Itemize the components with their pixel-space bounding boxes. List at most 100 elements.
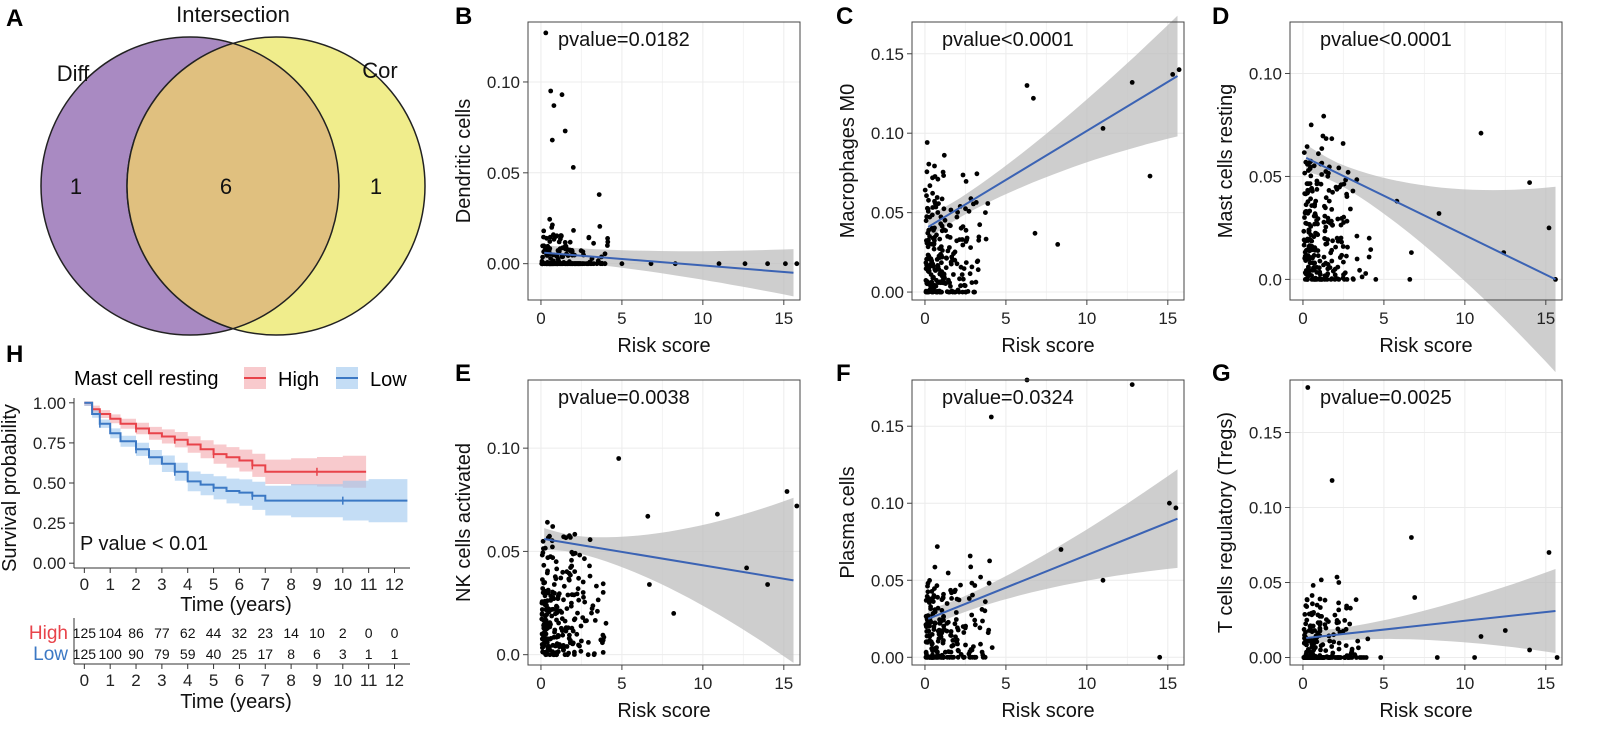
panel-g-tregs: G 0 5 10 15 0.00 0.05 0.10 0.15 Risk score T cells… (1212, 360, 1563, 722)
data-point (1363, 655, 1369, 660)
data-point (550, 544, 555, 550)
x-axis-label: Risk score (1001, 335, 1094, 357)
km-y-tick-label: 1.00 (33, 394, 66, 413)
data-point (716, 261, 722, 267)
data-point (932, 238, 937, 243)
data-point (936, 636, 942, 641)
data-point (1345, 244, 1350, 250)
data-point (949, 288, 955, 294)
data-point (935, 280, 941, 285)
km-x-tick-label: 8 (286, 575, 295, 594)
data-point (558, 625, 564, 631)
risk-x-tick-label: 7 (261, 671, 270, 690)
data-point (1315, 253, 1321, 259)
data-point (558, 575, 564, 581)
data-point (545, 568, 550, 574)
data-point (547, 246, 553, 251)
data-point (552, 590, 557, 596)
data-point (1334, 574, 1340, 580)
data-point (1302, 612, 1308, 617)
data-point (541, 228, 547, 234)
data-point (1322, 597, 1328, 603)
data-point (927, 183, 933, 189)
y-tick-label: 0.05 (487, 164, 520, 183)
data-point (940, 169, 946, 175)
panel-letter-c: C (836, 3, 853, 30)
data-point (1302, 210, 1308, 216)
data-point (1306, 265, 1311, 270)
data-point (1409, 535, 1414, 540)
data-point (550, 222, 555, 228)
risk-count: 40 (206, 646, 222, 662)
data-point (977, 625, 983, 631)
data-point (1311, 253, 1317, 258)
data-point (1100, 577, 1106, 583)
y-axis-label: Macrophages M0 (837, 84, 859, 239)
data-point (924, 193, 929, 199)
x-tick-label: 0 (536, 674, 545, 693)
data-point (1329, 247, 1335, 253)
data-point (982, 599, 988, 605)
data-point (941, 206, 947, 212)
data-point (1359, 655, 1365, 660)
data-point (941, 638, 946, 643)
data-point (929, 632, 935, 637)
risk-count: 2 (339, 625, 347, 641)
data-point (1320, 655, 1326, 660)
data-point (1304, 144, 1310, 150)
data-point (565, 261, 570, 267)
data-point (989, 645, 995, 650)
data-point (1434, 655, 1440, 660)
km-x-tick-label: 4 (183, 575, 192, 594)
data-point (1412, 595, 1418, 600)
venn-count-intersection: 6 (220, 174, 232, 199)
data-point (1317, 272, 1323, 277)
data-point (931, 627, 937, 632)
data-point (1338, 235, 1344, 241)
plot-frame (527, 21, 801, 301)
risk-row-label-low: Low (33, 644, 68, 665)
data-point (1317, 626, 1323, 632)
data-point (765, 582, 770, 587)
data-point (648, 261, 654, 267)
data-point (1318, 577, 1324, 583)
data-point (547, 607, 553, 613)
data-point (942, 217, 948, 223)
data-point (1342, 277, 1347, 282)
data-point (647, 582, 652, 587)
data-point (1343, 643, 1349, 648)
panel-e-nk-cells-activated: E 0 5 10 15 0.0 0.05 0.10 Risk score NK cells act… (453, 360, 801, 722)
data-point (552, 629, 557, 635)
data-point (1356, 645, 1361, 651)
data-point (540, 538, 546, 544)
data-point (944, 601, 950, 606)
confidence-band (544, 497, 794, 663)
data-point (923, 260, 929, 266)
data-point (539, 261, 545, 267)
data-point (1341, 272, 1346, 278)
data-point (959, 272, 965, 277)
data-point (1323, 648, 1329, 653)
data-point (1309, 203, 1315, 209)
km-x-tick-label: 11 (360, 575, 378, 594)
data-point (585, 652, 591, 658)
km-curve-low (84, 401, 408, 502)
data-point (575, 610, 580, 616)
data-point (1303, 159, 1309, 165)
data-point (1301, 150, 1307, 156)
data-point (600, 590, 606, 595)
data-point (936, 653, 942, 659)
data-point (1322, 273, 1328, 279)
data-point (1365, 636, 1371, 642)
x-axis-label: Risk score (617, 700, 710, 722)
data-point (958, 264, 964, 270)
data-point (941, 617, 946, 623)
data-point (979, 649, 985, 655)
data-point (1309, 186, 1314, 191)
y-axis-label: T cells regulatory (Tregs) (1215, 412, 1237, 633)
data-point (976, 237, 982, 243)
data-point (558, 233, 564, 238)
data-point (939, 608, 945, 613)
data-point (947, 235, 953, 240)
data-point (955, 647, 961, 653)
